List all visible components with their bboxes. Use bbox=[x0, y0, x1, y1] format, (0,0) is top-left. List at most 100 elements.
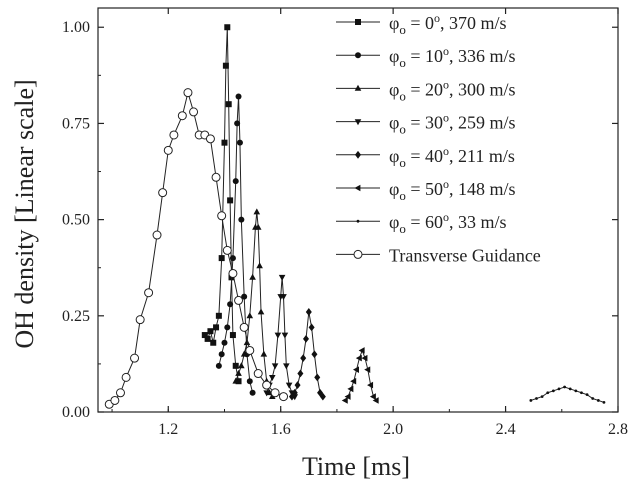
y-tick-label: 1.00 bbox=[62, 19, 90, 36]
data-point bbox=[121, 372, 131, 382]
legend: φo = 0o, 370 m/s φo = 10o, 336 m/s φo = 20… bbox=[336, 11, 541, 265]
legend-marker bbox=[355, 52, 361, 59]
x-tick-label: 2.8 bbox=[608, 421, 628, 438]
data-point bbox=[344, 393, 351, 400]
data-point bbox=[232, 362, 239, 369]
data-point bbox=[229, 332, 236, 339]
data-point bbox=[204, 335, 211, 342]
data-point bbox=[602, 400, 606, 404]
data-point bbox=[227, 197, 234, 204]
legend-item: φo = 50o, 148 m/s bbox=[336, 177, 516, 203]
data-point bbox=[372, 397, 379, 404]
data-point bbox=[240, 350, 248, 357]
legend-marker bbox=[354, 184, 361, 192]
series-3 bbox=[263, 274, 299, 401]
x-axis-title: Time [ms] bbox=[302, 452, 410, 481]
data-point bbox=[551, 389, 555, 393]
data-point bbox=[591, 397, 595, 400]
data-point bbox=[211, 172, 221, 182]
y-tick-label: 0.75 bbox=[62, 115, 90, 132]
data-point bbox=[257, 308, 265, 315]
data-point bbox=[253, 208, 261, 215]
data-point bbox=[222, 62, 229, 69]
series-7 bbox=[104, 88, 289, 409]
legend-marker bbox=[355, 150, 361, 159]
data-point bbox=[218, 255, 225, 262]
data-point bbox=[144, 288, 154, 298]
legend-marker bbox=[354, 119, 362, 126]
data-point bbox=[585, 393, 589, 397]
data-point bbox=[270, 388, 280, 398]
series-layer bbox=[104, 24, 606, 409]
data-point bbox=[232, 178, 239, 185]
data-point bbox=[224, 24, 231, 31]
data-point bbox=[271, 363, 279, 370]
data-point bbox=[210, 339, 217, 346]
data-point bbox=[574, 389, 578, 393]
data-point bbox=[529, 399, 533, 402]
data-point bbox=[239, 322, 249, 332]
data-point bbox=[205, 134, 215, 144]
data-point bbox=[364, 366, 371, 373]
data-point bbox=[215, 362, 222, 369]
data-point bbox=[291, 388, 298, 397]
x-tick-label: 1.2 bbox=[158, 421, 178, 438]
data-point bbox=[260, 350, 268, 357]
legend-item: φo = 10o, 336 m/s bbox=[336, 44, 516, 70]
legend-label: φo = 30o, 259 m/s bbox=[389, 111, 516, 137]
legend-label: φo = 40o, 211 m/s bbox=[389, 144, 515, 170]
y-tick-label: 0.00 bbox=[62, 404, 90, 421]
data-point bbox=[563, 385, 566, 389]
data-point bbox=[311, 350, 318, 359]
data-point bbox=[246, 378, 253, 385]
legend-item: Transverse Guidance bbox=[336, 245, 541, 265]
x-tick-label: 1.6 bbox=[271, 421, 291, 438]
legend-label: φo = 10o, 336 m/s bbox=[389, 44, 516, 70]
series-5 bbox=[341, 347, 379, 404]
data-point bbox=[568, 387, 572, 391]
legend-item: φo = 0o, 370 m/s bbox=[336, 11, 507, 37]
data-point bbox=[367, 381, 374, 389]
data-point bbox=[221, 339, 228, 346]
data-point bbox=[350, 377, 357, 385]
data-point bbox=[183, 88, 193, 98]
data-point bbox=[213, 324, 220, 331]
x-tick-label: 2.4 bbox=[496, 421, 516, 438]
data-point bbox=[234, 295, 244, 305]
data-point bbox=[256, 262, 263, 269]
data-point bbox=[238, 362, 245, 369]
data-point bbox=[557, 387, 561, 391]
data-point bbox=[249, 389, 256, 396]
data-point bbox=[540, 395, 544, 399]
data-point bbox=[297, 369, 304, 378]
data-point bbox=[352, 366, 359, 373]
data-point bbox=[152, 230, 162, 240]
data-point bbox=[279, 392, 289, 402]
legend-label: φo = 60o, 33 m/s bbox=[389, 210, 507, 236]
data-point bbox=[227, 301, 234, 308]
data-point bbox=[169, 130, 179, 140]
data-point bbox=[319, 392, 326, 401]
data-point bbox=[218, 351, 225, 358]
series-6 bbox=[529, 385, 606, 404]
data-point bbox=[158, 188, 168, 198]
data-point bbox=[246, 312, 254, 319]
legend-item: φo = 60o, 33 m/s bbox=[336, 210, 507, 236]
data-point bbox=[215, 312, 222, 319]
data-point bbox=[596, 399, 600, 402]
legend-marker bbox=[355, 19, 361, 25]
data-point bbox=[224, 324, 231, 331]
data-point bbox=[135, 315, 145, 325]
data-point bbox=[222, 245, 232, 255]
y-tick-label: 0.25 bbox=[62, 308, 90, 325]
data-point bbox=[355, 354, 362, 362]
data-point bbox=[254, 223, 262, 230]
data-point bbox=[228, 268, 238, 278]
y-tick-label: 0.50 bbox=[62, 212, 90, 229]
data-point bbox=[235, 369, 242, 376]
legend-item: φo = 40o, 211 m/s bbox=[336, 144, 515, 170]
series-line bbox=[235, 211, 273, 397]
data-point bbox=[268, 374, 276, 381]
y-axis-title: OH density [Linear scale] bbox=[10, 79, 39, 348]
data-point bbox=[232, 377, 240, 384]
